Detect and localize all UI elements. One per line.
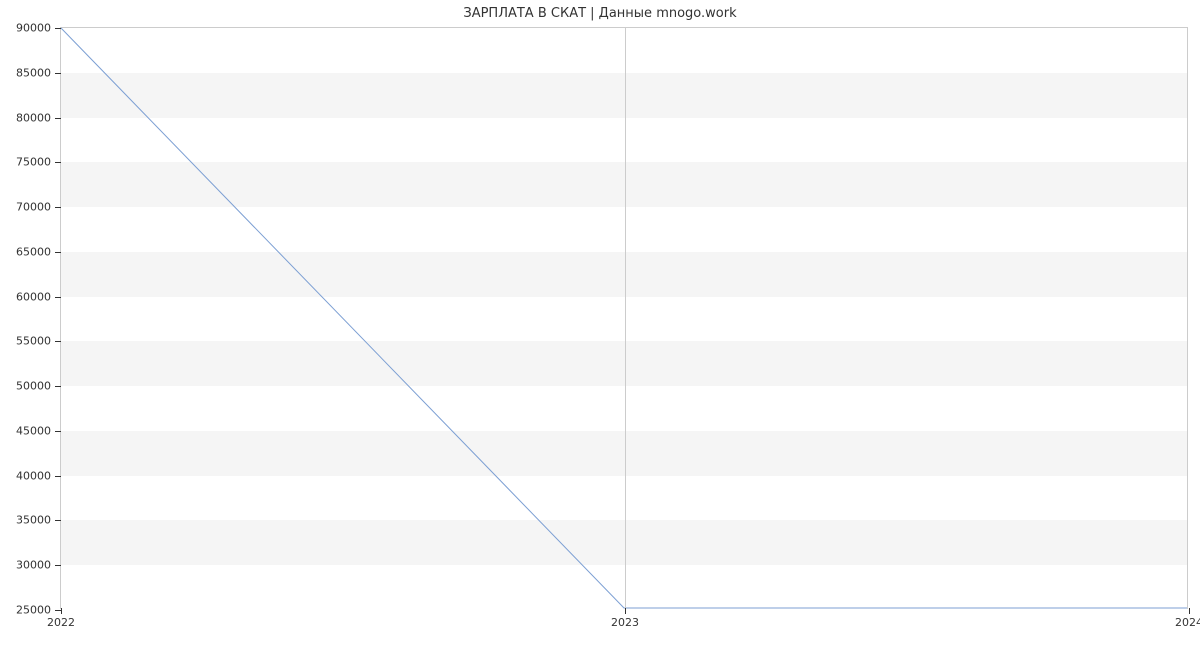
y-tick-label: 55000: [16, 335, 61, 348]
y-tick-label: 85000: [16, 66, 61, 79]
y-tick-label: 40000: [16, 469, 61, 482]
chart-title: ЗАРПЛАТА В СКАТ | Данные mnogo.work: [0, 6, 1200, 21]
y-tick-label: 45000: [16, 424, 61, 437]
y-tick-label: 60000: [16, 290, 61, 303]
y-tick-label: 80000: [16, 111, 61, 124]
y-tick-label: 30000: [16, 559, 61, 572]
x-tick-label: 2022: [47, 608, 75, 629]
x-tick-label: 2023: [611, 608, 639, 629]
series-line-salary: [61, 28, 1187, 608]
x-tick-label: 2024: [1175, 608, 1200, 629]
y-tick-label: 75000: [16, 156, 61, 169]
y-tick-label: 50000: [16, 380, 61, 393]
y-tick-label: 70000: [16, 201, 61, 214]
x-gridline: [625, 28, 626, 608]
y-tick-label: 65000: [16, 245, 61, 258]
line-layer: [61, 28, 1187, 608]
plot-area: 2500030000350004000045000500005500060000…: [60, 27, 1188, 609]
y-tick-label: 90000: [16, 22, 61, 35]
y-tick-label: 35000: [16, 514, 61, 527]
